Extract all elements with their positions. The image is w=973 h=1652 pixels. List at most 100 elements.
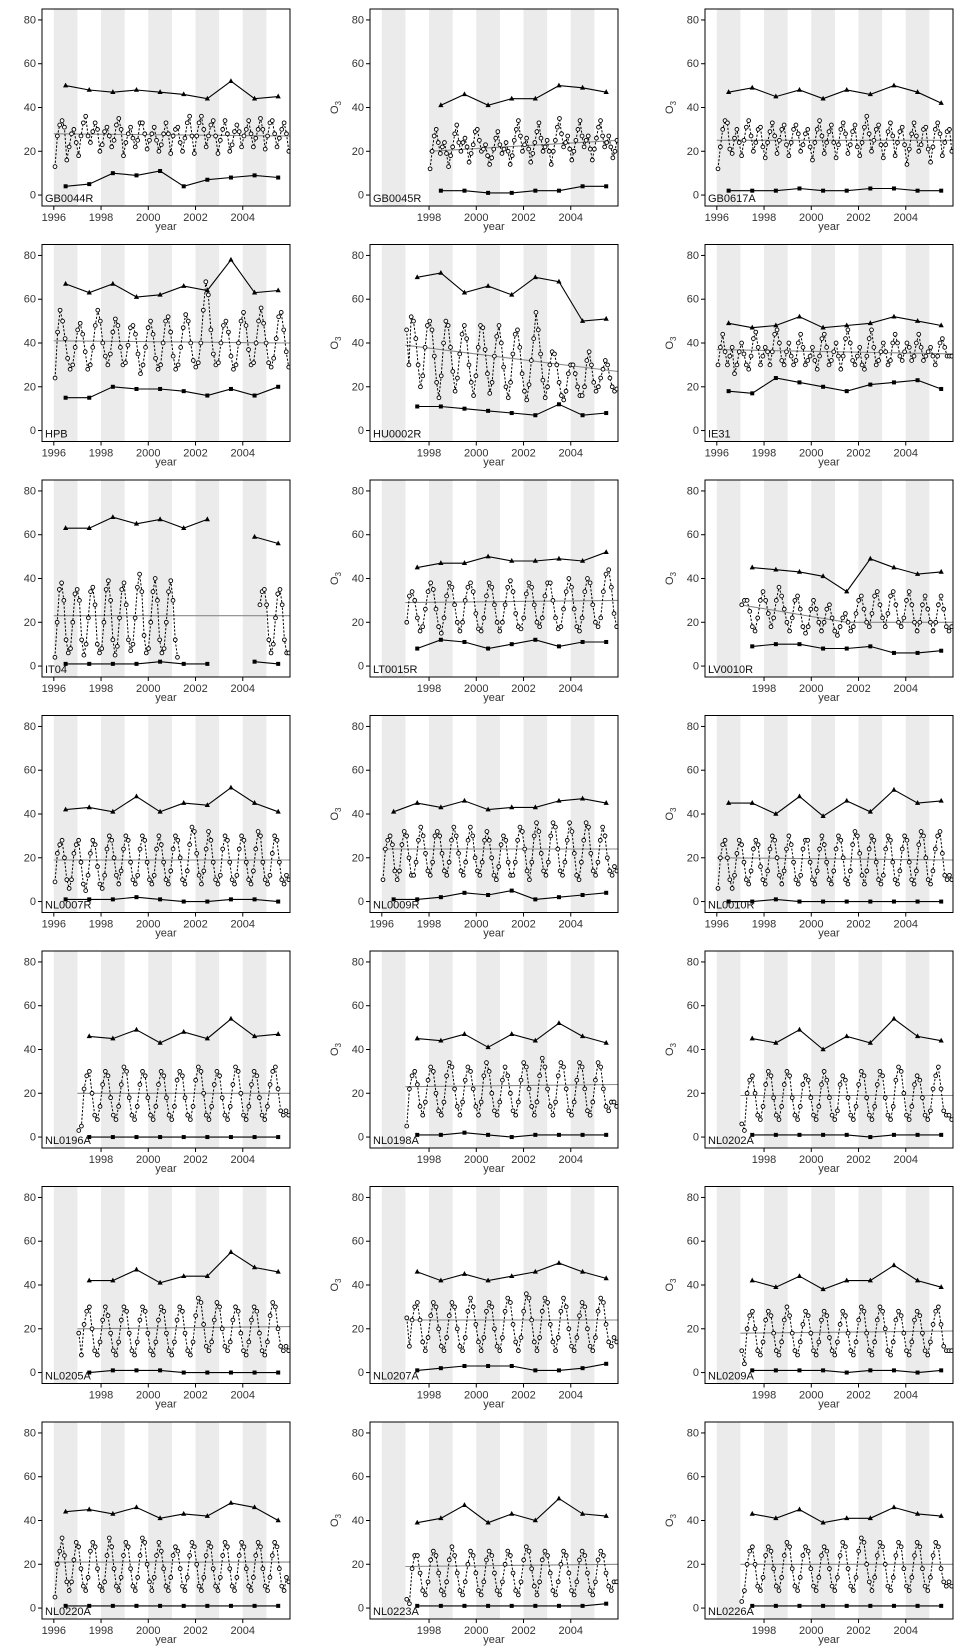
monthly-mean-point [404,833,409,839]
monthly-mean-point [153,355,158,361]
annual-min-point [915,1370,920,1375]
monthly-mean-point [558,1561,564,1567]
monthly-mean-point [906,146,912,152]
monthly-mean-point [559,393,564,398]
monthly-mean-point [938,593,944,599]
monthly-mean-point [109,837,115,843]
monthly-mean-point [180,1073,185,1079]
monthly-mean-point [864,353,870,359]
year-shade-band [716,9,741,206]
monthly-mean-point [433,1090,439,1096]
year-shade-band [195,244,220,442]
monthly-mean-point [883,846,889,852]
monthly-mean-point [417,628,423,634]
monthly-mean-point [135,872,141,878]
y-tick-label: 60 [352,529,364,541]
monthly-mean-point [861,1540,867,1545]
monthly-mean-point [90,584,96,590]
monthly-mean-point [918,345,924,350]
y-tick-label: 0 [693,661,699,673]
annual-min-line [65,170,279,187]
monthly-mean-point [470,142,476,148]
monthly-mean-point [550,820,556,826]
year-shade-band [716,480,741,677]
monthly-mean-point [190,1104,196,1109]
monthly-mean-point [429,148,435,154]
x-tick-label: 1996 [705,212,729,224]
monthly-mean-point [177,140,183,145]
monthly-mean-point [254,1308,260,1314]
annual-max-point [63,525,69,530]
x-tick-label: 2002 [183,683,207,695]
monthly-mean-point [589,362,594,368]
annual-min-point [276,899,281,904]
monthly-mean-point [873,127,879,132]
annual-max-point [938,1513,944,1518]
monthly-mean-point [178,345,184,350]
monthly-mean-point [420,624,426,630]
monthly-mean-point [445,323,451,328]
monthly-mean-point [497,1099,503,1105]
annual-min-point [205,899,210,904]
annual-min-point [533,1132,538,1137]
monthly-mean-point [57,307,63,313]
annual-min-point [533,413,538,418]
monthly-mean-point [748,133,754,139]
monthly-mean-point [824,1077,830,1083]
station-label: NL0202A [708,1135,755,1147]
monthly-mean-point [771,615,776,621]
y-tick-label: 20 [24,146,36,158]
monthly-mean-line [54,1536,290,1598]
monthly-mean-point [516,1592,521,1598]
year-shade-band [858,480,883,677]
y-tick-label: 0 [30,425,36,437]
monthly-mean-point [118,1575,124,1580]
monthly-mean-point [214,1300,220,1305]
x-tick-label: 1998 [752,1154,776,1166]
monthly-mean-point [457,1112,463,1118]
monthly-mean-point [137,1317,143,1323]
monthly-mean-point [827,1095,832,1101]
monthly-mean-point [762,881,768,887]
monthly-mean-point [201,1322,206,1327]
monthly-mean-point [920,1095,925,1101]
annual-min-point [181,899,186,904]
annual-min-point [486,1603,491,1608]
annual-max-point [749,564,755,570]
monthly-mean-point [851,1117,856,1122]
monthly-mean-point [142,1308,148,1314]
annual-max-point [891,313,897,319]
monthly-mean-point [113,1117,119,1122]
monthly-mean-point [456,140,462,145]
annual-min-point [276,384,281,389]
annual-max-point [414,564,420,570]
monthly-mean-point [792,598,798,603]
monthly-mean-point [433,1553,439,1558]
monthly-mean-point [940,851,945,856]
monthly-mean-point [528,159,534,165]
monthly-mean-point [734,127,740,132]
monthly-mean-point [570,362,576,368]
annual-min-point [533,637,538,642]
annual-min-point [509,1363,514,1368]
monthly-mean-point [880,1073,885,1079]
monthly-mean-point [752,1561,758,1567]
x-tick-label: 2002 [846,448,870,460]
monthly-mean-point [550,1588,556,1593]
monthly-mean-point [149,131,155,137]
monthly-mean-point [264,602,269,608]
monthly-mean-point [575,127,581,132]
y-tick-label: 20 [24,1559,36,1571]
y-tick-label: 0 [30,661,36,673]
monthly-mean-point [439,851,445,856]
monthly-mean-point [864,1561,869,1567]
x-tick-label: 2002 [183,1390,207,1402]
monthly-mean-point [521,1060,527,1065]
monthly-mean-point [411,872,417,878]
annual-min-point [438,404,443,409]
monthly-mean-point [95,1117,100,1122]
monthly-mean-point [449,1544,455,1550]
monthly-mean-point [574,1579,580,1585]
year-shade-band [148,715,172,913]
